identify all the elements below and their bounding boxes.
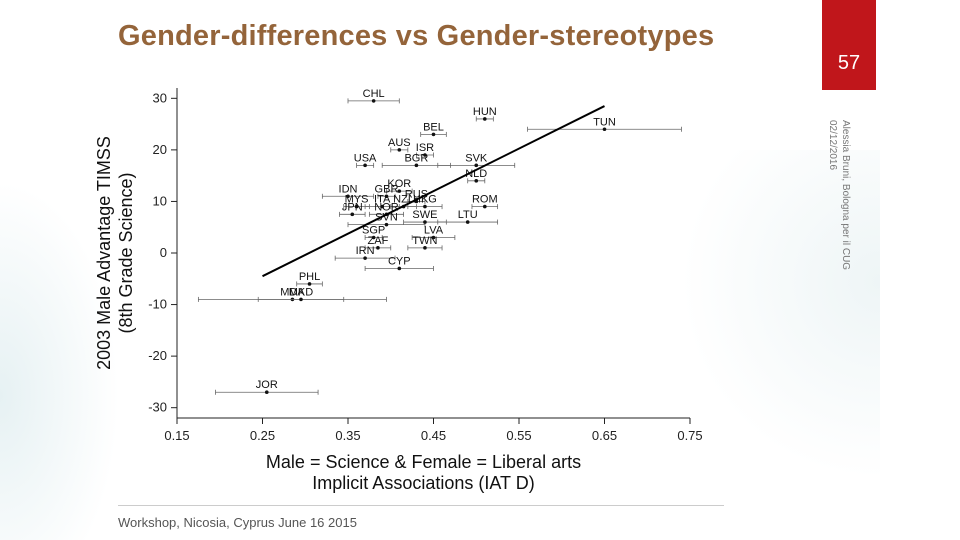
x-tick-label: 0.35 xyxy=(335,428,360,443)
point-label: SGP xyxy=(362,225,385,237)
x-axis-title: Male = Science & Female = Liberal arts xyxy=(266,452,581,472)
slide-number-badge: 57 xyxy=(822,0,876,90)
data-point xyxy=(414,163,419,168)
footer-divider xyxy=(118,505,724,506)
x-tick-label: 0.75 xyxy=(677,428,702,443)
x-tick-label: 0.45 xyxy=(421,428,446,443)
background-glow-right xyxy=(680,150,880,480)
point-label: MKD xyxy=(289,286,314,298)
background-glow-left xyxy=(0,180,120,540)
x-tick-label: 0.15 xyxy=(164,428,189,443)
point-label: ROM xyxy=(472,194,498,206)
slide-footer: Workshop, Nicosia, Cyprus June 16 2015 xyxy=(118,515,357,530)
point-label: SVN xyxy=(375,212,398,224)
data-point xyxy=(483,204,487,209)
y-tick-label: 20 xyxy=(153,142,167,157)
data-point xyxy=(423,220,427,224)
point-label: BEL xyxy=(423,121,444,133)
data-point xyxy=(465,220,470,224)
slide-number: 57 xyxy=(837,52,861,74)
data-point xyxy=(397,266,402,271)
point-label: LTU xyxy=(458,209,478,221)
point-label: ITA xyxy=(374,194,391,206)
point-label: HUN xyxy=(473,106,497,118)
point-label: IDN xyxy=(339,183,358,195)
data-point xyxy=(474,179,479,183)
point-label: BGR xyxy=(404,152,428,164)
data-point xyxy=(397,189,402,193)
point-label: NOR xyxy=(374,201,399,213)
data-point xyxy=(431,132,436,137)
x-tick-label: 0.25 xyxy=(250,428,275,443)
point-label: USA xyxy=(354,152,377,164)
y-tick-label: 0 xyxy=(160,245,167,260)
scatter-chart: 30 20 10 0 -10 -20 -30 0.15 0.25 0.35 0.45 0.55 0.65… xyxy=(94,88,703,493)
data-point xyxy=(354,204,359,209)
y-axis-title: 2003 Male Advantage TIMSS xyxy=(94,136,114,370)
data-point xyxy=(363,256,367,260)
point-label: IRN xyxy=(356,245,375,257)
data-point xyxy=(474,163,479,168)
data-point xyxy=(371,235,376,240)
data-point xyxy=(363,163,367,168)
trend-line xyxy=(262,105,605,278)
data-point xyxy=(602,127,607,132)
x-tick-label: 0.55 xyxy=(506,428,531,443)
x-tick-label: 0.65 xyxy=(592,428,617,443)
data-point xyxy=(423,246,427,250)
point-label: TWN xyxy=(412,235,437,247)
point-label: SVK xyxy=(465,152,488,164)
data-point xyxy=(307,282,312,286)
point-label: JPN xyxy=(342,201,363,213)
y-tick-label: -30 xyxy=(148,400,167,415)
author-date-sidebar: Alessia Bruni, Bologna per il CUG 02/12/… xyxy=(826,120,852,270)
data-point xyxy=(346,194,350,199)
data-point xyxy=(264,390,269,395)
data-point xyxy=(380,204,385,209)
point-label: JOR xyxy=(256,379,278,391)
data-point xyxy=(423,204,427,209)
point-label: MYS xyxy=(345,194,369,206)
point-label: KOR xyxy=(387,178,411,190)
slide-title: Gender-differences vs Gender-stereotypes xyxy=(118,20,715,52)
data-point xyxy=(384,222,389,227)
y-axis-title-2: (8th Grade Science) xyxy=(116,172,136,333)
data-point xyxy=(384,194,389,199)
point-label: CYP xyxy=(388,255,411,267)
data-point xyxy=(376,246,380,250)
data-point xyxy=(423,153,427,157)
y-tick-label: 10 xyxy=(153,193,167,208)
point-label: GBR xyxy=(375,183,399,195)
point-label: NLD xyxy=(465,168,487,180)
point-label: MDA xyxy=(280,286,305,298)
data-point xyxy=(397,148,402,152)
date-line: 02/12/2016 xyxy=(827,120,838,171)
point-label: AUS xyxy=(388,137,411,149)
data-point xyxy=(350,212,355,217)
y-tick-label: 30 xyxy=(153,90,167,105)
point-label: CHL xyxy=(363,88,385,100)
point-label: PHL xyxy=(299,271,320,283)
point-label: HKG xyxy=(413,194,437,206)
point-label: SWE xyxy=(412,209,437,221)
data-point xyxy=(299,297,303,302)
y-tick-label: -10 xyxy=(148,297,167,312)
data-point xyxy=(483,117,487,121)
data-point xyxy=(431,235,436,240)
y-tick-label: -20 xyxy=(148,348,167,363)
data-point xyxy=(371,99,376,103)
point-label: ZAF xyxy=(368,235,389,247)
point-label: TUN xyxy=(593,116,616,128)
x-axis-title-2: Implicit Associations (IAT D) xyxy=(312,473,534,493)
point-label: LVA xyxy=(424,225,444,237)
author-line: Alessia Bruni, Bologna per il CUG xyxy=(840,120,851,271)
point-label: ISR xyxy=(416,142,434,154)
